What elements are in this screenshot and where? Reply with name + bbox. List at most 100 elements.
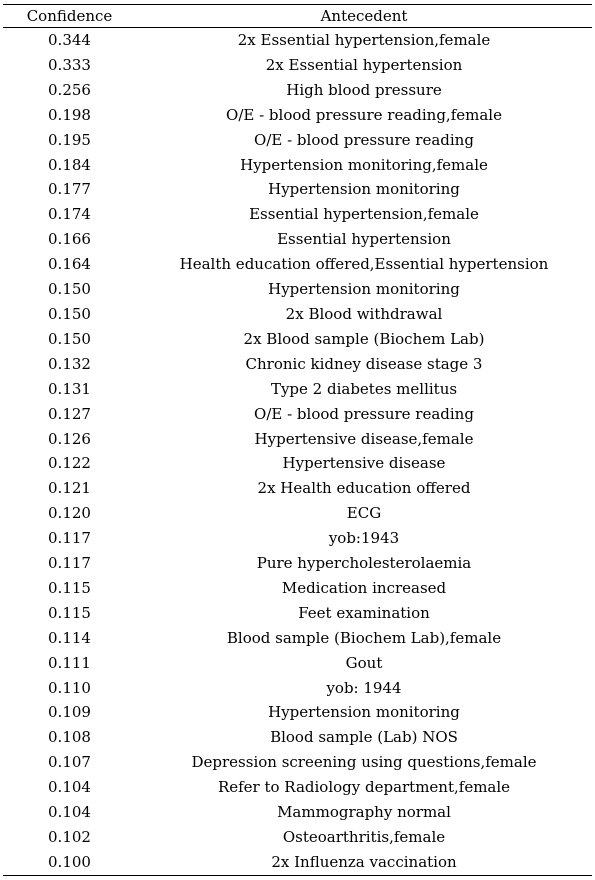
confidence-cell: 0.344 [48, 31, 91, 49]
antecedent-cell: High blood pressure [286, 80, 442, 99]
confidence-cell: 0.166 [48, 230, 91, 249]
table-row: 0.174 Essential hypertension,female [3, 202, 592, 227]
confidence-cell: 0.127 [48, 404, 91, 423]
antecedent-cell: Hypertensive disease,female [254, 429, 474, 448]
table-row: 0.117 yob:1943 [3, 526, 592, 551]
antecedent-cell: Gout [345, 653, 383, 672]
antecedent-cell: Osteoarthritis,female [282, 828, 446, 846]
antecedent-cell: Medication increased [281, 578, 447, 597]
confidence-cell: 0.150 [48, 280, 91, 299]
antecedent-cell: Depression screening using questions,fem… [191, 753, 537, 772]
table-body: 0.344 2x Essential hypertension,female 0.3… [3, 28, 592, 876]
table-row: 0.126 Hypertensive disease,female [3, 427, 592, 452]
antecedent-cell: Essential hypertension,female [249, 205, 479, 224]
antecedent-cell: Hypertension monitoring,female [240, 155, 488, 174]
antecedent-cell: Type 2 diabetes mellitus [270, 379, 458, 398]
confidence-cell: 0.256 [48, 80, 91, 99]
confidence-cell: 0.100 [3, 849, 136, 876]
table-row: 0.117 Pure hypercholesterolaemia [3, 551, 592, 576]
table-row: 0.195 O/E - blood pressure reading [3, 128, 592, 153]
confidence-cell: 0.107 [48, 753, 91, 772]
table-row: 0.111 Gout [3, 651, 592, 676]
antecedent-cell: Blood sample (Biochem Lab),female [226, 628, 502, 647]
table-row: 0.256 High blood pressure [3, 78, 592, 103]
table-row: 0.120 ECG [3, 501, 592, 526]
table-row: 0.115 Medication increased [3, 576, 592, 601]
table-row: 0.109 Hypertension monitoring [3, 700, 592, 725]
confidence-cell: 0.195 [48, 130, 91, 149]
table-row: 0.333 2x Essential hypertension [3, 53, 592, 78]
confidence-cell: 0.131 [48, 379, 91, 398]
antecedent-cell: Hypertension monitoring [268, 703, 460, 722]
table-row: 0.150 Hypertension monitoring [3, 277, 592, 302]
confidence-cell: 0.108 [48, 728, 91, 747]
table-row: 0.107 Depression screening using question… [3, 750, 592, 775]
antecedent-cell: 2x Blood withdrawal [285, 304, 443, 323]
antecedent-cell: O/E - blood pressure reading [254, 130, 474, 149]
antecedent-cell: Essential hypertension [277, 230, 451, 249]
confidence-cell: 0.115 [48, 603, 91, 622]
antecedent-cell: 2x Essential hypertension [265, 55, 463, 74]
table-header: Confidence Antecedent [3, 4, 592, 28]
confidence-cell: 0.114 [48, 628, 91, 647]
confidence-cell: 0.122 [48, 454, 91, 473]
antecedent-cell: Mammography normal [277, 803, 451, 822]
table-row: 0.166 Essential hypertension [3, 227, 592, 252]
confidence-cell: 0.109 [48, 703, 91, 722]
confidence-cell: 0.110 [48, 678, 91, 697]
table-row: 0.127 O/E - blood pressure reading [3, 402, 592, 427]
antecedent-cell: Blood sample (Lab) NOS [270, 728, 458, 747]
table-row: 0.198 O/E - blood pressure reading,female [3, 103, 592, 128]
confidence-cell: 0.132 [48, 354, 91, 373]
confidence-cell: 0.115 [48, 578, 91, 597]
confidence-cell: 0.117 [48, 529, 91, 548]
antecedent-cell: 2x Blood sample (Biochem Lab) [243, 329, 485, 348]
table-row: 0.110 yob: 1944 [3, 676, 592, 701]
header-row: Confidence Antecedent [3, 4, 592, 28]
table-row: 0.132 Chronic kidney disease stage 3 [3, 352, 592, 377]
confidence-antecedent-table: Confidence Antecedent 0.344 2x Essential … [3, 4, 592, 876]
confidence-cell: 0.126 [48, 429, 91, 448]
confidence-cell: 0.121 [48, 479, 91, 498]
antecedent-cell: Health education offered,Essential hyper… [179, 255, 549, 274]
table-row: 0.104 Refer to Radiology department,femal… [3, 775, 592, 800]
header-confidence: Confidence [3, 4, 136, 28]
table-row: 0.177 Hypertension monitoring [3, 177, 592, 202]
antecedent-cell: O/E - blood pressure reading,female [226, 105, 502, 124]
table-row: 0.150 2x Blood withdrawal [3, 302, 592, 327]
table-row: 0.100 2x Influenza vaccination [3, 849, 592, 876]
confidence-cell: 0.120 [48, 504, 91, 523]
antecedent-cell: yob: 1944 [326, 678, 402, 697]
table-row: 0.102 Osteoarthritis,female [3, 825, 592, 850]
antecedent-cell: O/E - blood pressure reading [254, 404, 474, 423]
antecedent-cell: Chronic kidney disease stage 3 [245, 354, 483, 373]
confidence-cell: 0.177 [48, 180, 91, 199]
antecedent-cell: Hypertension monitoring [268, 280, 460, 299]
antecedent-cell: Pure hypercholesterolaemia [256, 554, 472, 573]
table-row: 0.344 2x Essential hypertension,female [3, 28, 592, 53]
table-row: 0.115 Feet examination [3, 601, 592, 626]
antecedent-cell: yob:1943 [328, 529, 400, 548]
antecedent-cell: Refer to Radiology department,female [217, 778, 511, 797]
table-row: 0.121 2x Health education offered [3, 476, 592, 501]
table-row: 0.122 Hypertensive disease [3, 451, 592, 476]
table-row: 0.164 Health education offered,Essential … [3, 252, 592, 277]
table-row: 0.150 2x Blood sample (Biochem Lab) [3, 327, 592, 352]
confidence-cell: 0.333 [48, 55, 91, 74]
antecedent-cell: ECG [346, 504, 382, 523]
confidence-cell: 0.174 [48, 205, 91, 224]
confidence-cell: 0.150 [48, 304, 91, 323]
table-row: 0.108 Blood sample (Lab) NOS [3, 725, 592, 750]
confidence-cell: 0.184 [48, 155, 91, 174]
confidence-cell: 0.104 [48, 803, 91, 822]
confidence-cell: 0.164 [48, 255, 91, 274]
confidence-cell: 0.102 [48, 828, 91, 846]
table-row: 0.184 Hypertension monitoring,female [3, 153, 592, 178]
confidence-cell: 0.198 [48, 105, 91, 124]
antecedent-cell: 2x Health education offered [257, 479, 471, 498]
confidence-cell: 0.117 [48, 554, 91, 573]
confidence-cell: 0.104 [48, 778, 91, 797]
header-antecedent: Antecedent [136, 4, 592, 28]
antecedent-cell: 2x Essential hypertension,female [237, 31, 491, 49]
